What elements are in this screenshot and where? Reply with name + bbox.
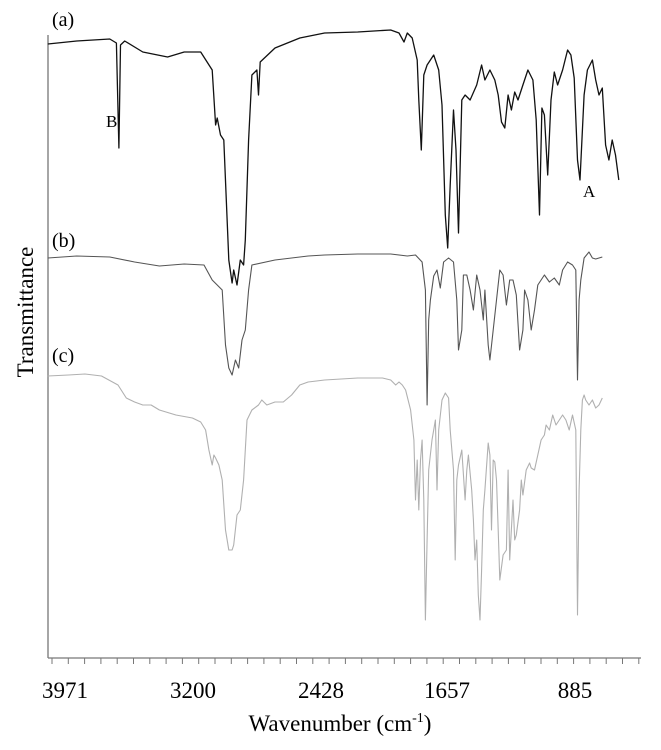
annotation-b: B (106, 112, 117, 131)
x-tick-label: 2428 (298, 678, 344, 703)
series-label-c: (c) (52, 345, 74, 367)
x-tick-label: 1657 (424, 678, 470, 703)
series-label-a: (a) (52, 9, 74, 31)
x-axis-tick-labels: 3971 3200 2428 1657 885 (42, 678, 592, 703)
series-label-b: (b) (52, 230, 75, 252)
annotation-a: A (583, 182, 596, 201)
x-axis-title-close: ) (424, 711, 432, 736)
x-tick-label: 3200 (170, 678, 216, 703)
x-tick-label: 3971 (42, 678, 88, 703)
x-axis-title-superscript: -1 (412, 711, 424, 726)
x-tick-label: 885 (558, 678, 593, 703)
x-axis-title-main: Wavenumber (cm (249, 711, 413, 736)
trace-b-line (47, 251, 603, 406)
trace-c-line (47, 373, 603, 621)
x-axis-minor-ticks (51, 658, 640, 664)
y-axis-title: Transmittance (13, 247, 38, 378)
x-axis-title: Wavenumber (cm-1) (249, 711, 432, 736)
trace-a-line (47, 29, 620, 286)
